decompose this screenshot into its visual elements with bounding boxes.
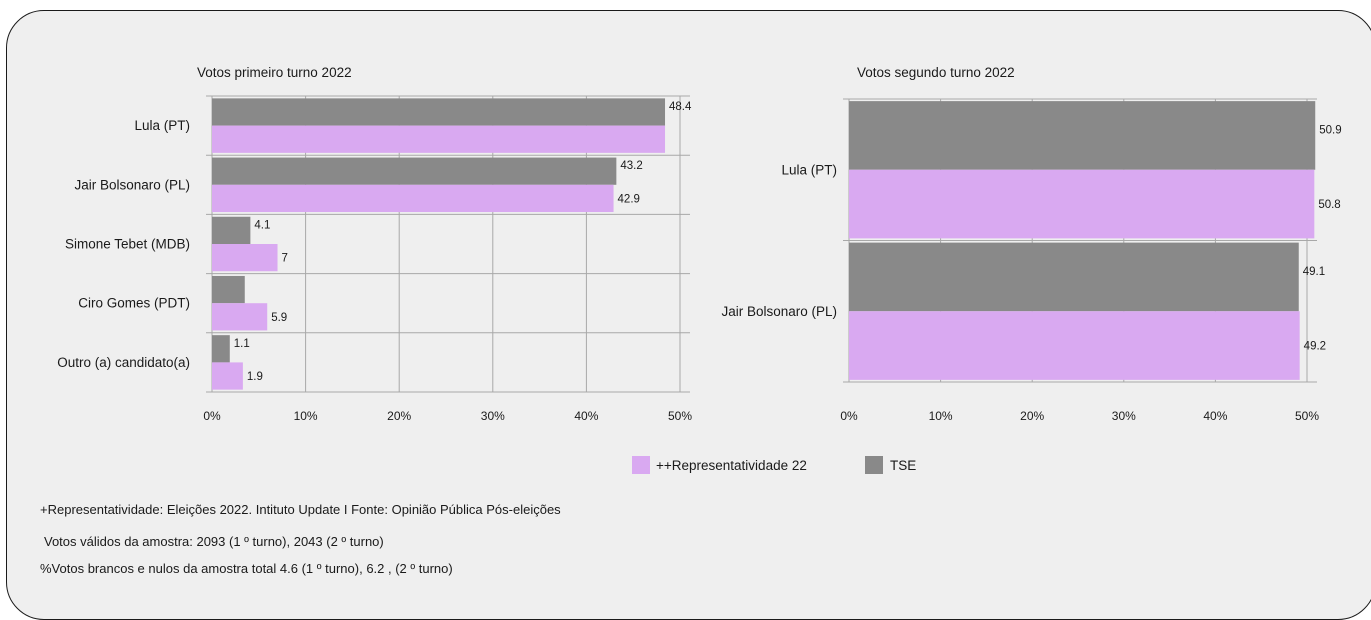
blank-null-note: %Votos brancos e nulos da amostra total … bbox=[40, 561, 453, 576]
valid-votes-note: Votos válidos da amostra: 2093 (1 º turn… bbox=[44, 534, 384, 549]
data-label-representatividade: 1.9 bbox=[247, 371, 263, 383]
bar-tse bbox=[849, 242, 1299, 312]
chart-title: Votos primeiro turno 2022 bbox=[197, 65, 352, 80]
data-label-representatividade: 42.9 bbox=[618, 193, 640, 205]
chart-title: Votos segundo turno 2022 bbox=[857, 65, 1015, 80]
x-tick-label: 40% bbox=[1203, 409, 1227, 423]
bar-representatividade bbox=[212, 184, 614, 213]
x-tick-label: 10% bbox=[929, 409, 953, 423]
data-label-tse: 1.1 bbox=[234, 338, 250, 350]
x-tick-label: 0% bbox=[203, 409, 221, 423]
data-label-tse: 4.1 bbox=[254, 219, 270, 231]
data-label-tse: 48.4 bbox=[669, 101, 692, 113]
bar-representatividade bbox=[212, 244, 278, 272]
x-tick-label: 20% bbox=[387, 409, 411, 423]
x-tick-label: 30% bbox=[1112, 409, 1136, 423]
bar-representatividade bbox=[212, 125, 666, 153]
category-label: Ciro Gomes (PDT) bbox=[78, 296, 190, 311]
x-tick-label: 20% bbox=[1020, 409, 1044, 423]
x-tick-label: 50% bbox=[1295, 409, 1319, 423]
bar-representatividade bbox=[212, 362, 243, 390]
bar-tse bbox=[849, 101, 1316, 170]
source-note: +Representatividade: Eleições 2022. Inti… bbox=[40, 502, 561, 517]
data-label-tse: 49.1 bbox=[1303, 266, 1325, 278]
x-tick-label: 10% bbox=[294, 409, 318, 423]
category-label: Lula (PT) bbox=[134, 118, 190, 133]
legend: ++Representatividade 22 TSE bbox=[632, 456, 916, 474]
bar-tse bbox=[212, 98, 666, 126]
category-label: Outro (a) candidato(a) bbox=[57, 355, 190, 370]
legend-swatch-representatividade bbox=[632, 456, 650, 474]
bar-tse bbox=[212, 157, 617, 185]
data-label-representatividade: 49.2 bbox=[1304, 341, 1326, 353]
legend-label-tse: TSE bbox=[890, 458, 916, 473]
data-label-tse: 50.9 bbox=[1319, 124, 1341, 136]
x-tick-label: 40% bbox=[574, 409, 598, 423]
bar-tse bbox=[212, 216, 251, 244]
bar-tse bbox=[212, 275, 245, 304]
x-tick-label: 0% bbox=[840, 409, 858, 423]
x-tick-label: 30% bbox=[481, 409, 505, 423]
legend-label-representatividade: ++Representatividade 22 bbox=[656, 458, 807, 473]
data-label-tse: 43.2 bbox=[620, 160, 642, 172]
category-label: Jair Bolsonaro (PL) bbox=[74, 177, 190, 192]
bar-tse bbox=[212, 335, 230, 363]
chart-first-round: Votos primeiro turno 2022 0% 10% 20% 30% 40% 5… bbox=[57, 65, 692, 423]
data-label-representatividade: 50.8 bbox=[1318, 199, 1340, 211]
x-tick-label: 50% bbox=[668, 409, 692, 423]
legend-swatch-tse bbox=[865, 456, 883, 474]
category-label: Jair Bolsonaro (PL) bbox=[721, 304, 837, 319]
bar-representatividade bbox=[849, 311, 1300, 380]
data-label-representatividade: 7 bbox=[282, 253, 288, 265]
category-label: Simone Tebet (MDB) bbox=[65, 237, 190, 252]
bar-representatividade bbox=[849, 169, 1315, 239]
chart-second-round: Votos segundo turno 2022 0% 10% 20% 30% 40% 50… bbox=[721, 65, 1341, 423]
data-label-representatividade: 5.9 bbox=[271, 312, 287, 324]
bar-representatividade bbox=[212, 303, 268, 331]
category-label: Lula (PT) bbox=[781, 162, 837, 177]
